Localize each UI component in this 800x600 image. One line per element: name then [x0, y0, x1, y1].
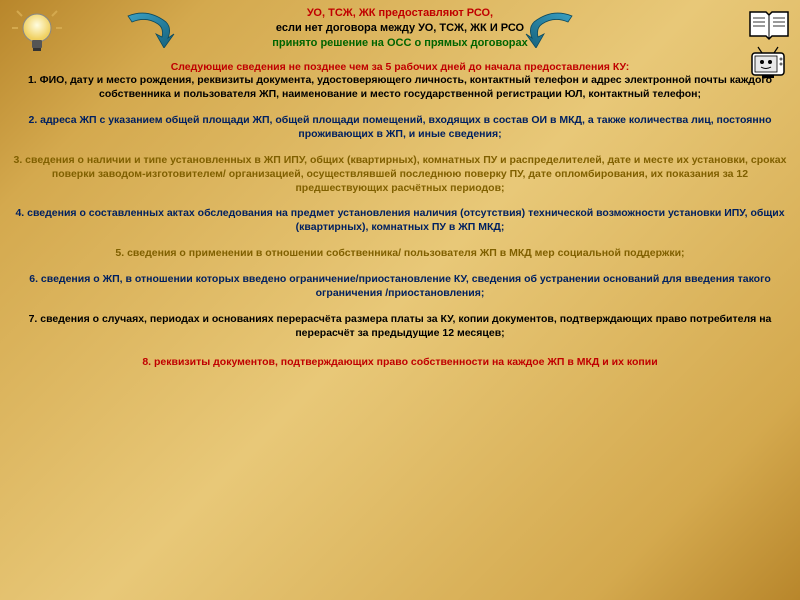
curved-arrow-left-icon — [120, 10, 175, 48]
item-3: 3. сведения о наличии и типе установленн… — [12, 154, 788, 196]
tv-face-icon — [748, 45, 788, 81]
item-1: 1. ФИО, дату и место рождения, реквизиты… — [12, 74, 788, 102]
book-icon — [748, 6, 790, 42]
lightbulb-icon — [12, 8, 62, 58]
item-5: 5. сведения о применении в отношении соб… — [12, 247, 788, 261]
item-7: 7. сведения о случаях, периодах и основа… — [12, 313, 788, 341]
item-2: 2. адреса ЖП с указанием общей площади Ж… — [12, 114, 788, 142]
item-4: 4. сведения о составленных актах обследо… — [12, 207, 788, 235]
item-6: 6. сведения о ЖП, в отношении которых вв… — [12, 273, 788, 301]
curved-arrow-right-icon — [525, 10, 580, 48]
item-8: 8. реквизиты документов, подтверждающих … — [12, 356, 788, 370]
intro-text: Следующие сведения не позднее чем за 5 р… — [12, 61, 788, 75]
slide-content: Следующие сведения не позднее чем за 5 р… — [0, 51, 800, 371]
